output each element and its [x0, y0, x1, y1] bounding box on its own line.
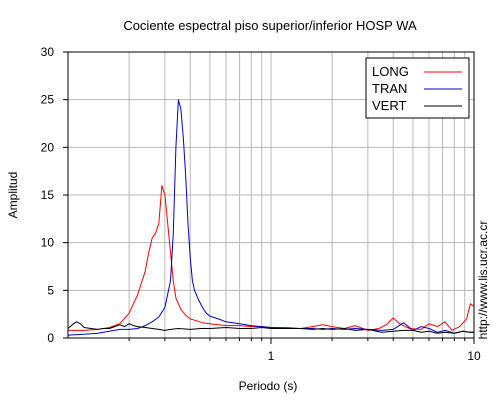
y-tick-label: 25 — [41, 93, 55, 107]
ticks-layer: 1 10 0 5 10 15 20 25 30 — [41, 45, 481, 363]
legend-box — [365, 57, 470, 119]
legend-label-vert: VERT — [372, 98, 406, 113]
y-tick-label: 15 — [41, 188, 55, 202]
y-tick-label: 20 — [41, 140, 55, 154]
y-tick-label: 0 — [47, 331, 54, 345]
legend-label-long: LONG — [372, 64, 409, 79]
grid-layer — [68, 52, 474, 338]
y-tick-label: 5 — [47, 283, 54, 297]
y-axis-label: Amplitud — [6, 172, 20, 219]
series-line-vert — [67, 321, 474, 334]
side-url-note: http://www.lis.ucr.ac.cr — [476, 221, 490, 340]
x-tick-label: 10 — [467, 349, 481, 363]
y-tick-label: 30 — [41, 45, 55, 59]
series-line-tran — [67, 99, 474, 336]
x-tick-label: 1 — [268, 349, 275, 363]
chart-title: Cociente espectral piso superior/inferio… — [123, 18, 417, 33]
x-axis-label: Periodo (s) — [239, 379, 298, 393]
series-layer — [67, 99, 475, 336]
legend: LONG TRAN VERT — [365, 57, 470, 119]
legend-label-tran: TRAN — [372, 81, 407, 96]
y-tick-label: 10 — [41, 236, 55, 250]
